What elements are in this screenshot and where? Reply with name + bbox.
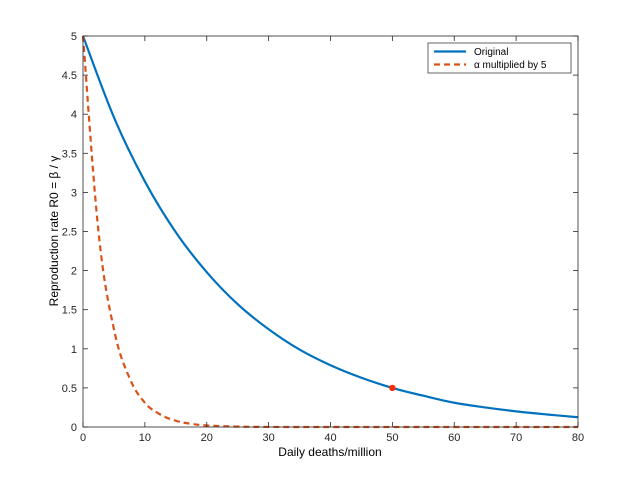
y-tick-label: 4.5: [62, 70, 77, 82]
y-axis-label: Reproduction rate R0 = β / γ: [47, 156, 61, 307]
legend-box: [427, 42, 572, 74]
x-tick-label: 70: [510, 432, 522, 444]
series-line-0: [81, 35, 579, 419]
y-tick-label: 5: [71, 31, 77, 43]
x-axis-label: Daily deaths/million: [278, 445, 381, 459]
x-tick-label: 80: [572, 432, 584, 444]
x-tick-label: 50: [386, 432, 398, 444]
y-tick-label: 1: [71, 344, 77, 356]
y-tick-label: 2: [71, 266, 77, 278]
y-tick-label: 2.5: [62, 227, 77, 239]
plot-area: [83, 36, 578, 427]
x-tick-label: 20: [201, 432, 213, 444]
x-tick-label: 30: [263, 432, 275, 444]
legend-label-alpha-times-5: α multiplied by 5: [474, 60, 547, 71]
y-tick-label: 4: [71, 109, 77, 121]
highlight-point-0: [389, 384, 396, 392]
marker-layer: [389, 384, 396, 392]
x-axis: 0 10 20 30 40 50 60 70 80: [80, 36, 584, 444]
y-axis: 0 0.5 1 1.5 2 2.5 3 3.5 4 4.5 5: [62, 31, 578, 434]
series-line-1: [81, 35, 578, 429]
legend: Original α multiplied by 5: [427, 42, 572, 74]
x-tick-label: 40: [324, 432, 336, 444]
y-tick-label: 0: [71, 422, 77, 434]
x-tick-label: 10: [139, 432, 151, 444]
y-tick-label: 3.5: [62, 148, 77, 160]
series-layer: [81, 35, 579, 429]
x-tick-label: 0: [80, 432, 86, 444]
x-tick-label: 60: [448, 432, 460, 444]
y-tick-label: 3: [71, 187, 77, 199]
y-tick-label: 0.5: [62, 383, 77, 395]
y-tick-label: 1.5: [62, 305, 77, 317]
legend-label-original: Original: [474, 47, 508, 58]
